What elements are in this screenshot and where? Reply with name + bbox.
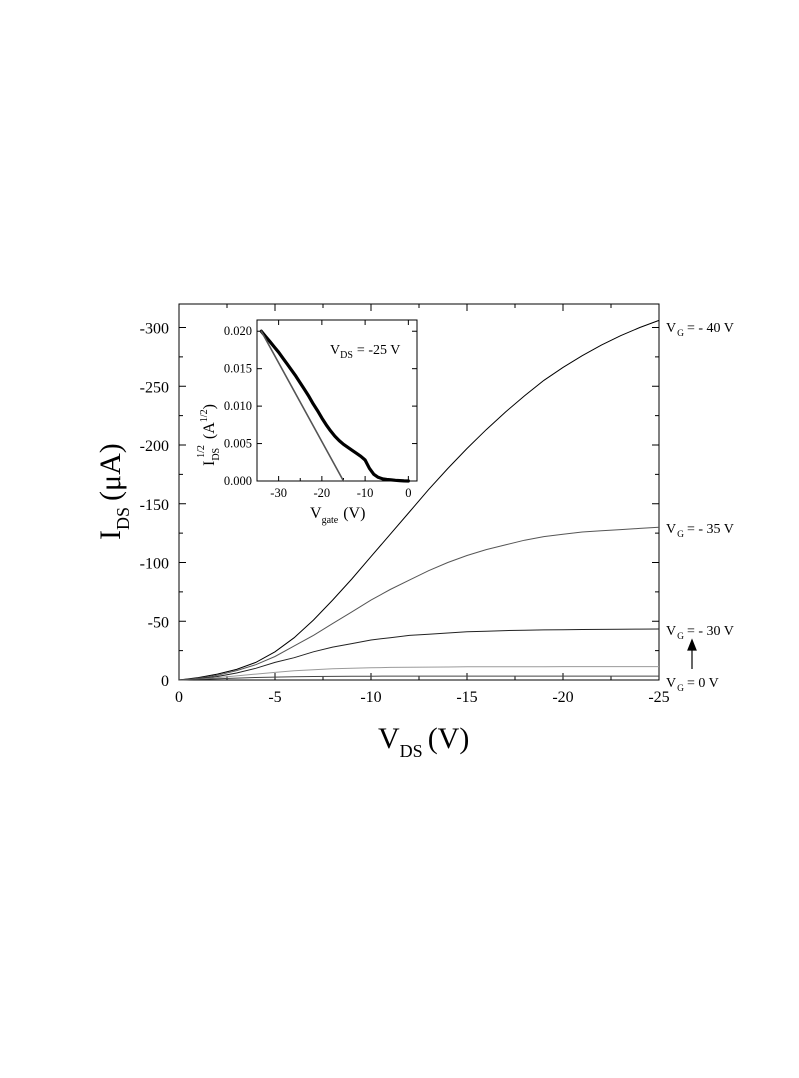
inset-y-tick-label: 0.000 <box>224 474 252 488</box>
main-curve-label-2: VG = - 30 V <box>666 624 734 642</box>
main-x-axis-title: VDS (V) <box>378 722 469 761</box>
inset-y-axis-title: IDS1/2(A1/2) <box>196 404 222 466</box>
inset-y-tick-label: 0.005 <box>224 437 252 451</box>
main-x-tick-label: 0 <box>175 689 183 706</box>
inset-x-tick-label: -20 <box>314 486 331 500</box>
main-series <box>178 319 660 681</box>
main-x-tick-label: -10 <box>360 689 381 706</box>
inset-x-tick-label: -30 <box>270 486 287 500</box>
inset-tick-labels: -30 -20 -10 0 0.000 0.005 0.010 0.015 0.020 <box>224 324 412 500</box>
main-y-tick-label: -150 <box>140 497 169 514</box>
main-y-tick-label: -200 <box>140 438 169 455</box>
main-plot-frame <box>178 303 660 681</box>
main-tick-labels: 0 -5 -10 -15 -20 -250-50-100-150-200-250-300 <box>140 321 670 707</box>
main-annotations: VG = - 40 V VG = - 35 V VG = - 30 V VG = 0 V <box>666 321 734 694</box>
inset-series <box>259 329 410 483</box>
main-chart: 0 -5 -10 -15 -20 -250-50-100-150-200-250-300 … <box>94 303 734 761</box>
main-y-tick-label: 0 <box>161 673 169 690</box>
main-curve-label-1: VG = - 35 V <box>666 522 734 540</box>
inset-ticks <box>257 320 417 482</box>
inset-x-tick-label: 0 <box>405 486 411 500</box>
main-series-line-0 <box>178 319 660 681</box>
main-y-tick-label: -100 <box>140 556 169 573</box>
main-x-tick-label: -5 <box>268 689 281 706</box>
inset-series-line-0 <box>259 329 410 483</box>
main-y-axis-title: IDS(μA) <box>94 443 133 540</box>
main-y-tick-label: -250 <box>140 379 169 396</box>
main-x-tick-label: -20 <box>552 689 573 706</box>
main-y-tick-label: -50 <box>148 614 169 631</box>
main-series-line-1 <box>178 526 660 681</box>
main-x-tick-label: -25 <box>648 689 669 706</box>
inset-plot-frame <box>256 319 418 482</box>
main-ticks <box>178 304 660 681</box>
inset-chart: -30 -20 -10 0 0.000 0.005 0.010 0.015 0.020 VDS =… <box>196 319 418 526</box>
main-series-line-4 <box>178 675 659 681</box>
inset-title: VDS = -25 V <box>330 343 400 361</box>
main-curve-label-0: VG = - 40 V <box>666 321 734 339</box>
main-curve-label-3: VG = 0 V <box>666 676 719 694</box>
main-series-line-3 <box>178 666 659 681</box>
inset-y-tick-label: 0.015 <box>224 362 252 376</box>
inset-y-tick-label: 0.020 <box>224 324 252 338</box>
inset-series-line-1 <box>260 330 345 482</box>
increasing-vg-arrow <box>687 638 697 669</box>
inset-y-tick-label: 0.010 <box>224 399 252 413</box>
inset-x-tick-label: -10 <box>357 486 374 500</box>
main-series-line-2 <box>178 628 660 681</box>
main-x-tick-label: -15 <box>456 689 477 706</box>
main-y-tick-label: -300 <box>140 321 169 338</box>
inset-x-axis-title: Vgate (V) <box>310 505 365 526</box>
